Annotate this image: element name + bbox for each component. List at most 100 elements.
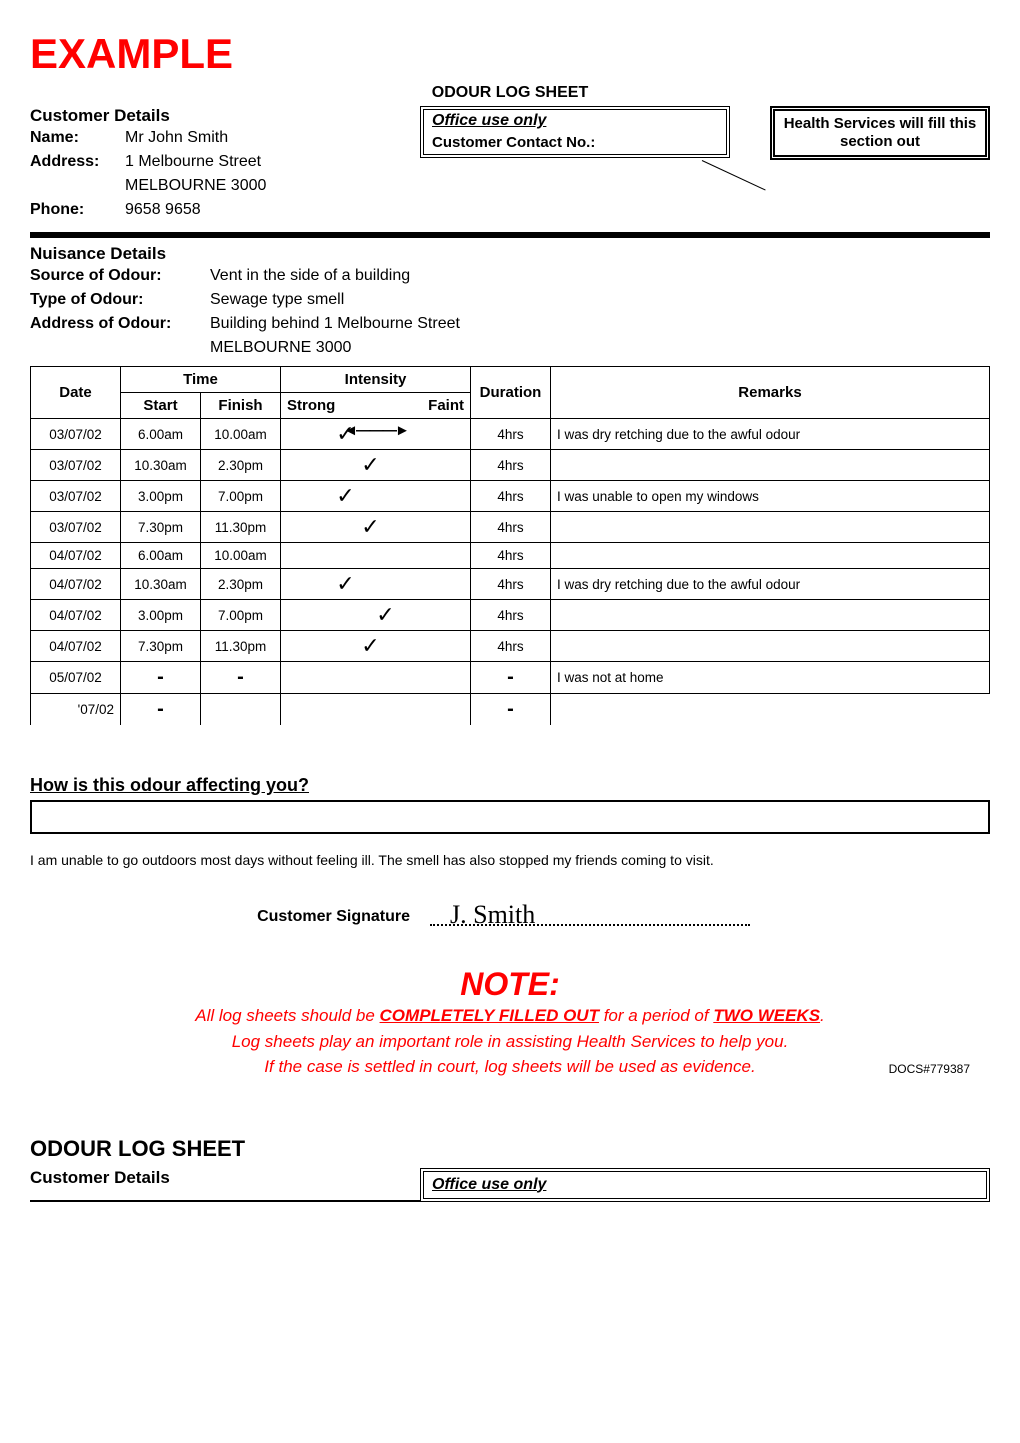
cell-start: -	[121, 662, 201, 694]
cell-duration: 4hrs	[471, 450, 551, 481]
table-row: 03/07/023.00pm7.00pm✓4hrsI was unable to…	[31, 481, 990, 512]
cell-remarks	[551, 543, 990, 569]
cell-finish: -	[201, 662, 281, 694]
cell-start: 7.30pm	[121, 512, 201, 543]
callout-box: Health Services will fill this section o…	[770, 106, 990, 160]
log-table: Date Time Intensity Duration Remarks Sta…	[30, 366, 990, 725]
cell-duration: 4hrs	[471, 631, 551, 662]
table-row: 04/07/026.00am10.00am4hrs	[31, 543, 990, 569]
note-line1-c: for a period of	[599, 1006, 713, 1025]
type-label: Type of Odour:	[30, 291, 210, 309]
cell-intensity: ✓	[281, 569, 471, 600]
cell-finish: 7.00pm	[201, 481, 281, 512]
table-row: 05/07/02---I was not at home	[31, 662, 990, 694]
th-time: Time	[121, 367, 281, 393]
cell-finish: 10.00am	[201, 543, 281, 569]
table-row: 03/07/027.30pm11.30pm✓4hrs	[31, 512, 990, 543]
type-value: Sewage type smell	[210, 291, 344, 309]
cell-remarks	[551, 600, 990, 631]
cell-start: 6.00am	[121, 419, 201, 450]
cell-finish: 10.00am	[201, 419, 281, 450]
cell-date: 03/07/02	[31, 512, 121, 543]
note-line3: If the case is settled in court, log she…	[264, 1057, 755, 1076]
page-title: ODOUR LOG SHEET	[30, 84, 990, 102]
cell-intensity	[281, 694, 471, 726]
cell-remarks	[551, 512, 990, 543]
cell-start: 7.30pm	[121, 631, 201, 662]
cell-finish: 2.30pm	[201, 450, 281, 481]
name-value: Mr John Smith	[125, 129, 228, 147]
customer-details-heading: Customer Details	[30, 106, 420, 126]
phone-label: Phone:	[30, 201, 125, 219]
cell-duration: 4hrs	[471, 543, 551, 569]
cell-remarks: I was unable to open my windows	[551, 481, 990, 512]
header-grid: Customer Details Name: Mr John Smith Add…	[30, 106, 990, 222]
cell-date: '07/02	[31, 694, 121, 726]
cell-intensity	[281, 543, 471, 569]
th-strong: Strong	[287, 397, 335, 414]
affect-box	[30, 800, 990, 834]
affect-heading: How is this odour affecting you?	[30, 775, 990, 796]
cell-finish: 11.30pm	[201, 512, 281, 543]
note-line1-b: COMPLETELY FILLED OUT	[380, 1006, 599, 1025]
address-line2: MELBOURNE 3000	[125, 177, 266, 195]
table-row: 03/07/026.00am10.00am◄———►✓4hrsI was dry…	[31, 419, 990, 450]
cell-start: -	[121, 694, 201, 726]
name-label: Name:	[30, 129, 125, 147]
th-strong-faint: Strong Faint	[281, 393, 471, 419]
phone-value: 9658 9658	[125, 201, 201, 219]
cell-intensity: ✓	[281, 512, 471, 543]
note-line1-a: All log sheets should be	[195, 1006, 379, 1025]
example-watermark: EXAMPLE	[30, 30, 990, 78]
cell-start: 3.00pm	[121, 481, 201, 512]
cell-start: 10.30am	[121, 450, 201, 481]
nuisance-heading: Nuisance Details	[30, 244, 990, 264]
table-row: 03/07/0210.30am2.30pm✓4hrs	[31, 450, 990, 481]
cell-finish	[201, 694, 281, 726]
second-office-use: Office use only	[420, 1168, 990, 1202]
second-header-row: Customer Details Office use only	[30, 1168, 990, 1202]
odour-addr-label: Address of Odour:	[30, 315, 210, 333]
th-start: Start	[121, 393, 201, 419]
second-sheet-title: ODOUR LOG SHEET	[30, 1136, 990, 1162]
odour-addr1: Building behind 1 Melbourne Street	[210, 315, 460, 333]
table-row-cut: '07/02--	[31, 694, 990, 726]
cell-finish: 11.30pm	[201, 631, 281, 662]
cell-date: 05/07/02	[31, 662, 121, 694]
cell-date: 04/07/02	[31, 543, 121, 569]
cell-duration: 4hrs	[471, 419, 551, 450]
th-intensity: Intensity	[281, 367, 471, 393]
cell-date: 03/07/02	[31, 450, 121, 481]
note-line1-e: .	[820, 1006, 825, 1025]
cell-start: 10.30am	[121, 569, 201, 600]
cell-date: 04/07/02	[31, 600, 121, 631]
note-line1-d: TWO WEEKS	[713, 1006, 820, 1025]
cell-start: 3.00pm	[121, 600, 201, 631]
cell-date: 03/07/02	[31, 481, 121, 512]
th-faint: Faint	[428, 397, 464, 414]
cell-duration: 4hrs	[471, 512, 551, 543]
th-finish: Finish	[201, 393, 281, 419]
cell-date: 04/07/02	[31, 569, 121, 600]
cell-remarks: I was dry retching due to the awful odou…	[551, 569, 990, 600]
cell-duration: 4hrs	[471, 600, 551, 631]
cell-duration: 4hrs	[471, 569, 551, 600]
th-remarks: Remarks	[551, 367, 990, 419]
cell-duration: -	[471, 694, 551, 726]
th-duration: Duration	[471, 367, 551, 419]
note-title: NOTE:	[30, 966, 990, 1003]
nuisance-grid: Source of Odour: Vent in the side of a b…	[30, 264, 990, 360]
note-line2: Log sheets play an important role in ass…	[232, 1032, 789, 1051]
cell-duration: 4hrs	[471, 481, 551, 512]
cell-finish: 7.00pm	[201, 600, 281, 631]
signature-label: Customer Signature	[30, 908, 430, 926]
contact-no-label: Customer Contact No.:	[432, 134, 595, 151]
th-date: Date	[31, 367, 121, 419]
cell-remarks	[551, 694, 990, 726]
cell-date: 04/07/02	[31, 631, 121, 662]
cell-intensity: ✓	[281, 631, 471, 662]
affect-text: I am unable to go outdoors most days wit…	[30, 852, 990, 868]
signature-row: Customer Signature J. Smith	[30, 908, 990, 926]
address-line1: 1 Melbourne Street	[125, 153, 261, 171]
odour-addr2: MELBOURNE 3000	[210, 339, 351, 357]
